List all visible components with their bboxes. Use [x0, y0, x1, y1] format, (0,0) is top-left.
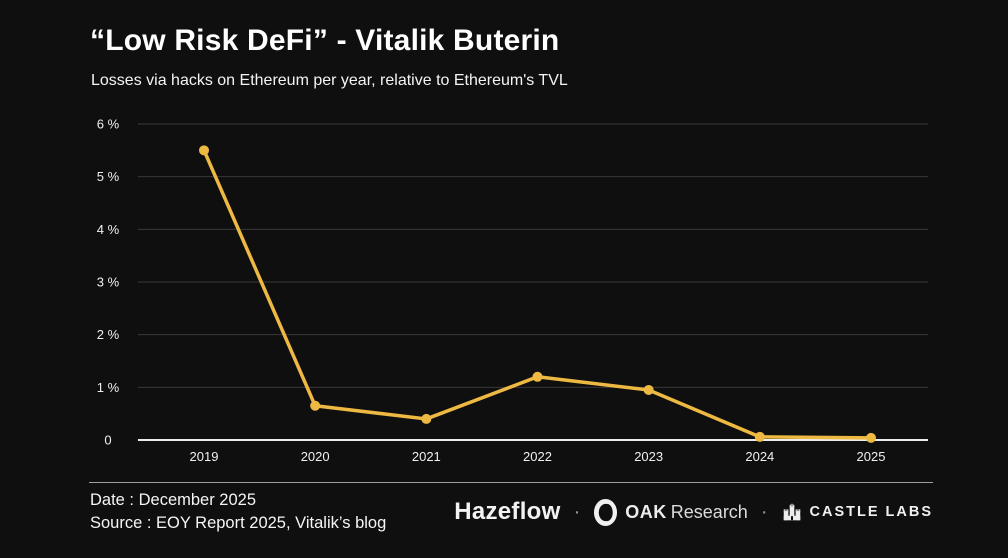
- x-tick-label: 2019: [190, 449, 219, 464]
- date-label: Date : December 2025: [90, 491, 257, 509]
- data-point-2020: [310, 400, 321, 411]
- losses-line-chart: 0 1 % 2 % 3 % 4 % 5 % 6 % 2019 2020 2021 2022 2023 2…: [97, 117, 928, 464]
- x-tick-label: 2020: [301, 449, 330, 464]
- data-point-2024: [754, 431, 765, 442]
- x-tick-label: 2023: [634, 449, 663, 464]
- logo-separator-dot: ·: [573, 501, 581, 523]
- y-tick-label: 2 %: [97, 327, 120, 342]
- data-point-2021: [421, 413, 432, 424]
- castle-labs-label: CASTLE LABS: [809, 504, 933, 520]
- logo-separator-dot: ·: [760, 501, 768, 523]
- data-point-2025: [866, 432, 876, 443]
- page-subtitle: Losses via hacks on Ethereum per year, r…: [91, 72, 568, 89]
- series-line: [202, 148, 873, 440]
- y-tick-label: 5 %: [97, 169, 120, 184]
- footer-meta: Date : December 2025 Source : EOY Report…: [90, 489, 386, 535]
- page-title: “Low Risk DeFi” - Vitalik Buterin: [90, 24, 560, 57]
- x-tick-label: 2022: [523, 449, 552, 464]
- y-tick-label: 3 %: [97, 275, 120, 290]
- x-tick-label: 2025: [857, 449, 886, 464]
- data-point-2023: [643, 384, 654, 395]
- hazeflow-logo: Hazeflow: [454, 498, 561, 525]
- oak-research-label: OAK Research: [625, 501, 748, 522]
- x-tick-label: 2021: [412, 449, 441, 464]
- source-label: Source : EOY Report 2025, Vitalik’s blog: [90, 514, 387, 532]
- y-tick-label: 4 %: [97, 222, 120, 237]
- castle-icon: [783, 503, 800, 521]
- oak-ring-icon: [594, 498, 618, 526]
- y-tick-label: 1 %: [97, 380, 120, 395]
- y-tick-label: 0: [104, 433, 111, 448]
- x-tick-label: 2024: [745, 449, 774, 464]
- castle-labs-logo: CASTLE LABS: [781, 501, 934, 523]
- footer-divider: [89, 482, 933, 483]
- data-point-2019: [199, 145, 209, 156]
- oak-research-logo: OAK Research: [593, 498, 748, 526]
- y-tick-label: 6 %: [97, 117, 120, 132]
- footer-logos: Hazeflow · OAK Research ·: [454, 494, 933, 530]
- data-point-2022: [532, 371, 543, 382]
